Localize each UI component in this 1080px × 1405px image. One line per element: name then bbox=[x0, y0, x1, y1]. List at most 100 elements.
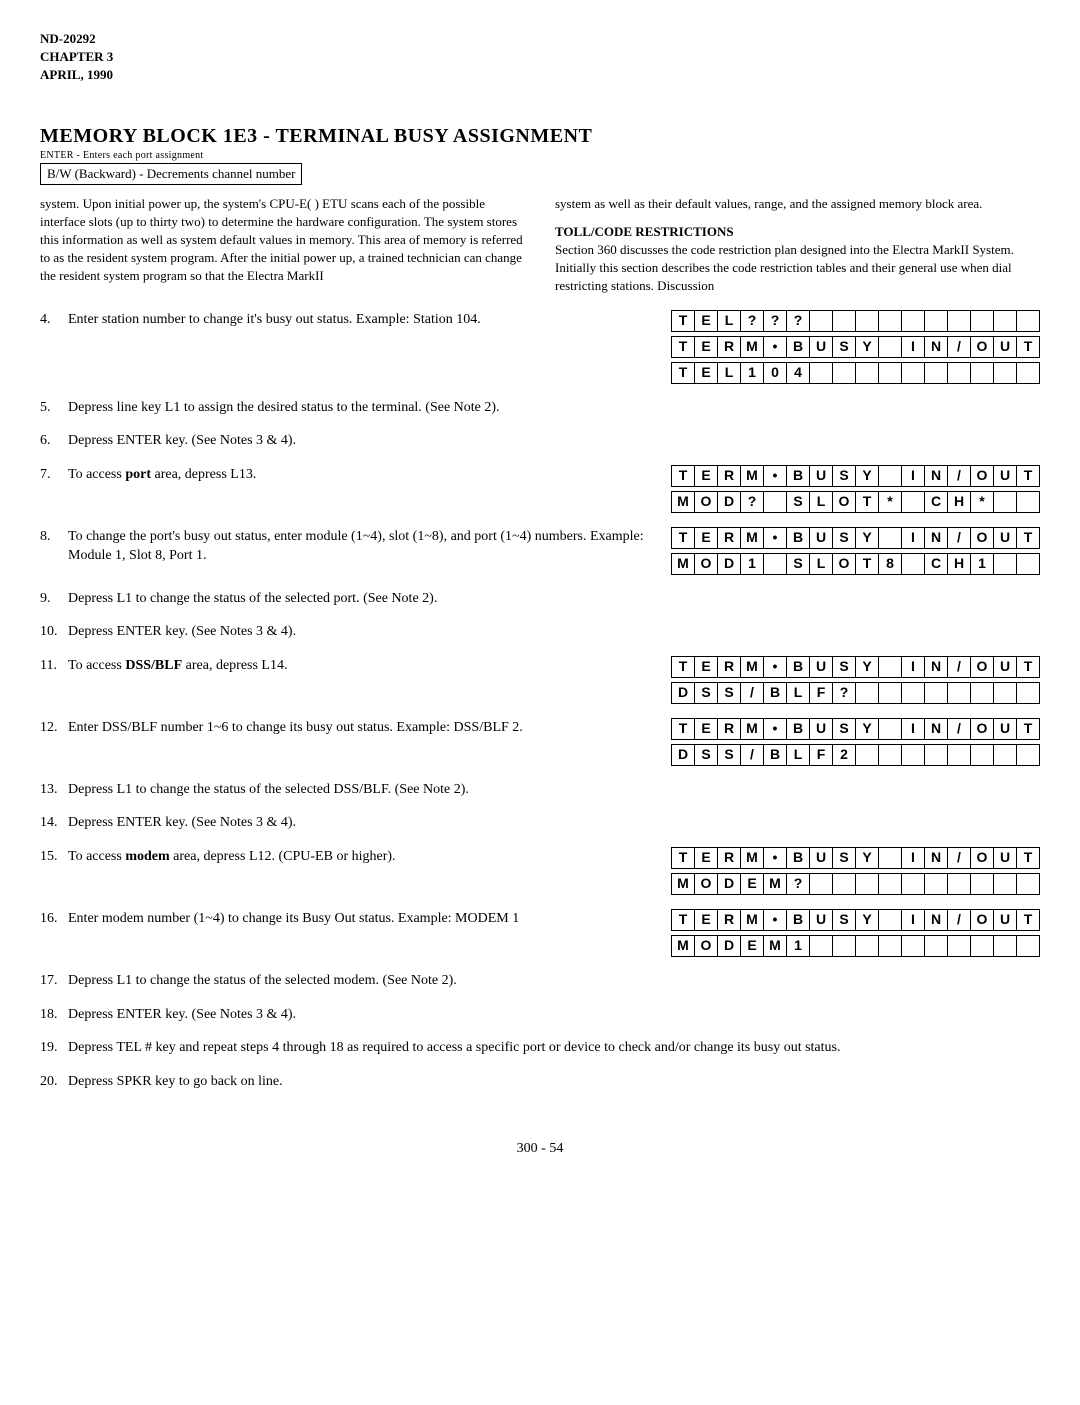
right-para1: system as well as their default values, … bbox=[555, 195, 1040, 213]
lcd-cell: T bbox=[672, 465, 695, 486]
step-item: To access port area, depress L13.TERM•BU… bbox=[40, 465, 1040, 513]
lcd-cell: N bbox=[925, 527, 948, 548]
lcd-cell: • bbox=[764, 336, 787, 357]
lcd-grid: TERM•BUSYIN/OUT bbox=[671, 656, 1040, 678]
step-item: Depress L1 to change the status of the s… bbox=[40, 589, 1040, 609]
lcd-cell bbox=[879, 336, 902, 357]
lcd-cell: U bbox=[994, 718, 1017, 739]
lcd-cell: O bbox=[971, 910, 994, 931]
lcd-cell: M bbox=[741, 527, 764, 548]
lcd-cell: B bbox=[764, 744, 787, 765]
lcd-cell bbox=[856, 744, 879, 765]
lcd-cell: S bbox=[833, 465, 856, 486]
toll-title: TOLL/CODE RESTRICTIONS bbox=[555, 223, 1040, 241]
lcd-cell: 8 bbox=[879, 553, 902, 574]
lcd-cell: M bbox=[741, 718, 764, 739]
step-text: Enter station number to change it's busy… bbox=[68, 310, 671, 384]
lcd-cell bbox=[994, 936, 1017, 957]
lcd-cell bbox=[879, 936, 902, 957]
lcd-cell bbox=[948, 744, 971, 765]
lcd-cell bbox=[994, 874, 1017, 895]
step-text: Depress L1 to change the status of the s… bbox=[68, 971, 1040, 991]
lcd-cell: M bbox=[741, 465, 764, 486]
lcd-cell: O bbox=[695, 553, 718, 574]
lcd-cell: U bbox=[994, 910, 1017, 931]
lcd-cell bbox=[971, 310, 994, 331]
lcd-cell: I bbox=[902, 848, 925, 869]
lcd-cell bbox=[994, 744, 1017, 765]
lcd-cell: D bbox=[718, 553, 741, 574]
lcd-cell: / bbox=[948, 718, 971, 739]
lcd-cell bbox=[879, 465, 902, 486]
lcd-cell bbox=[764, 553, 787, 574]
lcd-cell: R bbox=[718, 656, 741, 677]
lcd-cell: H bbox=[948, 491, 971, 512]
lcd-grid: TERM•BUSYIN/OUT bbox=[671, 336, 1040, 358]
lcd-cell: • bbox=[764, 656, 787, 677]
lcd-cell: R bbox=[718, 336, 741, 357]
step-item: Enter DSS/BLF number 1~6 to change its b… bbox=[40, 718, 1040, 766]
step-text: Enter DSS/BLF number 1~6 to change its b… bbox=[68, 718, 671, 766]
lcd-grid: TEL104 bbox=[671, 362, 1040, 384]
lcd-cell: U bbox=[994, 656, 1017, 677]
lcd-cell: N bbox=[925, 718, 948, 739]
step-item: Depress ENTER key. (See Notes 3 & 4). bbox=[40, 622, 1040, 642]
left-col: system. Upon initial power up, the syste… bbox=[40, 195, 525, 296]
lcd-cell: R bbox=[718, 465, 741, 486]
lcd-cell bbox=[1017, 744, 1040, 765]
lcd-cell: U bbox=[810, 910, 833, 931]
lcd-cell bbox=[764, 491, 787, 512]
lcd-cell bbox=[948, 936, 971, 957]
lcd-cell: S bbox=[695, 744, 718, 765]
step-text: Enter modem number (1~4) to change its B… bbox=[68, 909, 671, 957]
lcd-cell: 2 bbox=[833, 744, 856, 765]
lcd-cell: S bbox=[833, 336, 856, 357]
steps-list: Enter station number to change it's busy… bbox=[40, 310, 1040, 1092]
step-item: Enter station number to change it's busy… bbox=[40, 310, 1040, 384]
step-item: Depress TEL # key and repeat steps 4 thr… bbox=[40, 1038, 1040, 1058]
lcd-cell bbox=[879, 718, 902, 739]
lcd-cell: L bbox=[787, 744, 810, 765]
lcd-cell bbox=[879, 874, 902, 895]
lcd-cell: S bbox=[833, 718, 856, 739]
lcd-cell: Y bbox=[856, 718, 879, 739]
lcd-cell: S bbox=[787, 553, 810, 574]
lcd-cell: ? bbox=[764, 310, 787, 331]
lcd-cell: F bbox=[810, 682, 833, 703]
bold-term: modem bbox=[125, 849, 169, 864]
lcd-cell: T bbox=[1017, 465, 1040, 486]
lcd-cell: T bbox=[1017, 910, 1040, 931]
lcd-cell bbox=[833, 362, 856, 383]
lcd-cell: • bbox=[764, 848, 787, 869]
grid-group: TERM•BUSYIN/OUTMODEM1 bbox=[671, 909, 1040, 957]
lcd-cell: • bbox=[764, 527, 787, 548]
lcd-cell: N bbox=[925, 656, 948, 677]
lcd-cell: T bbox=[672, 848, 695, 869]
lcd-cell bbox=[879, 527, 902, 548]
lcd-cell bbox=[856, 874, 879, 895]
lcd-cell: B bbox=[787, 465, 810, 486]
step-item: Depress line key L1 to assign the desire… bbox=[40, 398, 1040, 418]
lcd-cell: E bbox=[741, 936, 764, 957]
lcd-cell: 1 bbox=[741, 553, 764, 574]
lcd-cell: / bbox=[948, 336, 971, 357]
lcd-cell: E bbox=[695, 362, 718, 383]
lcd-cell: • bbox=[764, 910, 787, 931]
lcd-cell bbox=[971, 682, 994, 703]
lcd-cell: E bbox=[695, 465, 718, 486]
bold-term: DSS/BLF bbox=[125, 658, 182, 673]
lcd-cell: T bbox=[672, 656, 695, 677]
lcd-cell: O bbox=[833, 553, 856, 574]
lcd-cell: L bbox=[718, 310, 741, 331]
lcd-cell: U bbox=[994, 527, 1017, 548]
step-item: Depress L1 to change the status of the s… bbox=[40, 971, 1040, 991]
lcd-cell bbox=[971, 874, 994, 895]
lcd-cell bbox=[994, 362, 1017, 383]
lcd-cell: Y bbox=[856, 527, 879, 548]
lcd-cell bbox=[810, 362, 833, 383]
lcd-cell: T bbox=[672, 910, 695, 931]
step-text: To access DSS/BLF area, depress L14. bbox=[68, 656, 671, 704]
lcd-cell: T bbox=[672, 527, 695, 548]
lcd-cell bbox=[833, 936, 856, 957]
lcd-cell: U bbox=[810, 465, 833, 486]
